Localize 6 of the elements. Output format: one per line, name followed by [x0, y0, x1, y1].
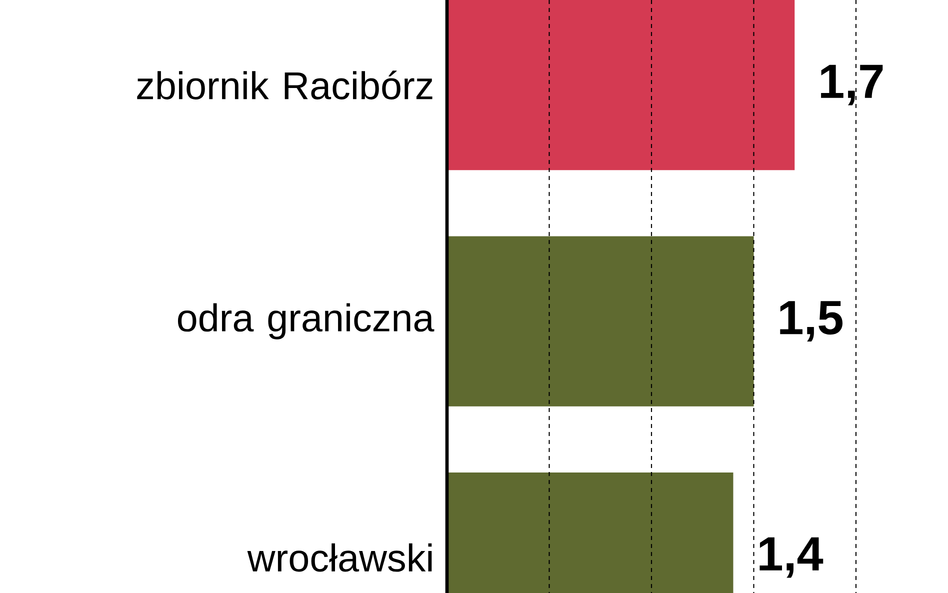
data-label: 1,7	[821, 64, 883, 106]
y-tick-label: odra graniczna	[178, 303, 434, 340]
data-label: 1,4	[760, 537, 824, 578]
y-tick-label: zbiornik Racibórz	[137, 70, 432, 100]
y-tick-label: wrocławski	[247, 543, 432, 572]
data-label: 1,5	[780, 301, 842, 342]
